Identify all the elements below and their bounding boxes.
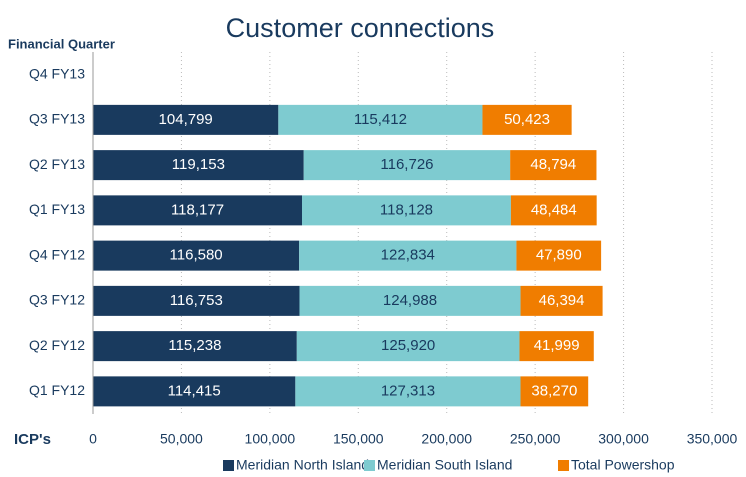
- bar-segment: [302, 195, 511, 226]
- value-label: 122,834: [381, 247, 435, 264]
- value-label: 115,412: [354, 111, 407, 128]
- x-tick-label: 250,000: [510, 431, 561, 447]
- legend-label: Meridian South Island: [377, 457, 512, 473]
- value-label: 47,890: [536, 247, 582, 264]
- x-tick-label: 150,000: [333, 431, 384, 447]
- value-label: 46,394: [539, 292, 585, 309]
- bar-segment: [93, 195, 303, 226]
- value-label: 125,920: [381, 337, 435, 354]
- bar-segment: [303, 150, 511, 181]
- value-label: 127,313: [381, 382, 435, 399]
- bar-segment: [510, 195, 597, 226]
- chart-title: Customer connections: [226, 13, 495, 43]
- legend-swatch: [364, 460, 375, 471]
- bar-segment: [482, 104, 572, 135]
- value-label: 119,153: [172, 156, 225, 173]
- value-label: 115,238: [168, 337, 221, 354]
- legend-label: Meridian North Island: [236, 457, 369, 473]
- bar-segment: [93, 376, 296, 407]
- bar-segment: [516, 240, 602, 271]
- bar-segment: [93, 331, 297, 362]
- x-tick-label: 0: [89, 431, 97, 447]
- value-label: 118,177: [171, 201, 224, 218]
- bar-segment: [295, 376, 521, 407]
- value-label: 118,128: [380, 201, 433, 218]
- y-tick-label: Q1 FY12: [29, 382, 85, 398]
- value-label: 38,270: [531, 382, 577, 399]
- bar-segment: [93, 150, 304, 181]
- value-label: 124,988: [383, 292, 437, 309]
- value-label: 104,799: [159, 111, 213, 128]
- bar-segment: [93, 285, 300, 316]
- bar-segment: [520, 285, 603, 316]
- y-tick-label: Q4 FY12: [29, 246, 85, 262]
- y-tick-label: Q4 FY13: [29, 65, 85, 81]
- bar-segment: [519, 331, 594, 362]
- y-tick-label: Q2 FY12: [29, 337, 85, 353]
- value-label: 50,423: [504, 111, 550, 128]
- x-tick-label: 100,000: [245, 431, 296, 447]
- y-tick-label: Q3 FY12: [29, 292, 85, 308]
- value-label: 114,415: [168, 382, 221, 399]
- value-label: 48,484: [531, 201, 577, 218]
- value-label: 116,753: [170, 292, 223, 309]
- bar-segment: [510, 150, 597, 181]
- value-label: 116,726: [380, 156, 433, 173]
- value-label: 116,580: [170, 247, 223, 264]
- bar-segment: [93, 240, 300, 271]
- x-axis-label: ICP's: [14, 431, 51, 448]
- bar-segment: [278, 104, 483, 135]
- bar-segment: [299, 240, 517, 271]
- bar-segment: [520, 376, 589, 407]
- bar-segment: [93, 104, 279, 135]
- x-tick-label: 200,000: [421, 431, 472, 447]
- legend-swatch: [223, 460, 234, 471]
- value-label: 41,999: [534, 337, 580, 354]
- y-tick-label: Q3 FY13: [29, 111, 85, 127]
- y-tick-label: Q1 FY13: [29, 201, 85, 217]
- bar-segment: [299, 285, 521, 316]
- x-tick-label: 50,000: [160, 431, 203, 447]
- y-tick-label: Q2 FY13: [29, 156, 85, 172]
- x-tick-label: 350,000: [687, 431, 738, 447]
- legend-swatch: [558, 460, 569, 471]
- y-axis-label: Financial Quarter: [8, 36, 115, 51]
- value-label: 48,794: [530, 156, 576, 173]
- x-tick-label: 300,000: [598, 431, 649, 447]
- bar-segment: [296, 331, 520, 362]
- legend-label: Total Powershop: [571, 457, 675, 473]
